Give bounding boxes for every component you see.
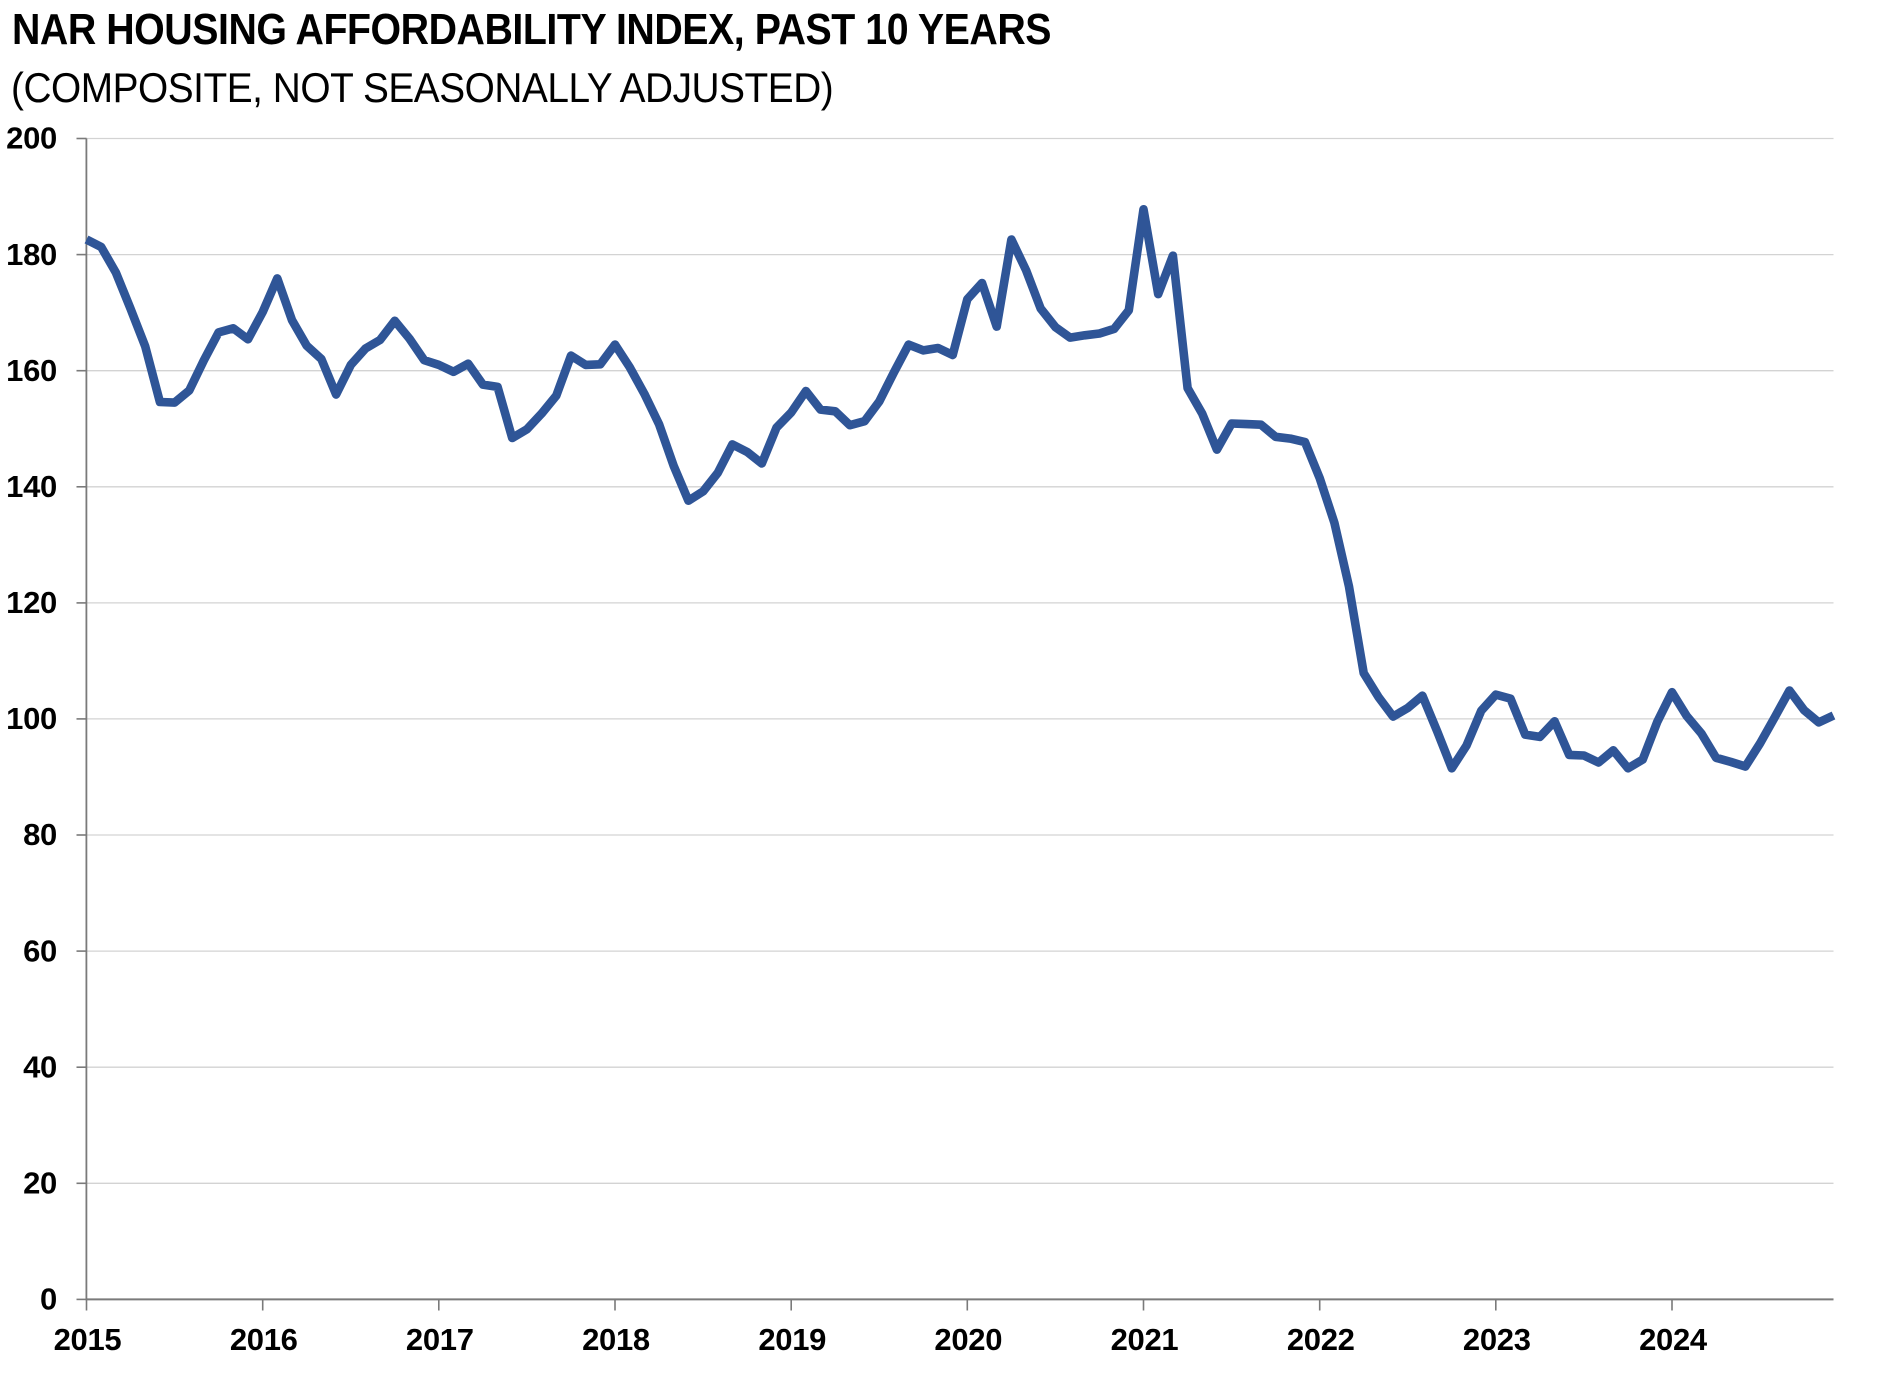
- svg-text:0: 0: [40, 1282, 57, 1317]
- svg-text:2017: 2017: [406, 1322, 474, 1357]
- svg-text:2024: 2024: [1639, 1322, 1708, 1357]
- svg-text:160: 160: [6, 353, 57, 388]
- svg-text:2021: 2021: [1111, 1322, 1179, 1357]
- svg-text:60: 60: [23, 933, 57, 968]
- svg-text:2019: 2019: [758, 1322, 826, 1357]
- svg-text:2015: 2015: [54, 1322, 122, 1357]
- svg-text:2022: 2022: [1287, 1322, 1355, 1357]
- svg-text:2016: 2016: [230, 1322, 298, 1357]
- svg-text:140: 140: [6, 469, 57, 504]
- svg-text:100: 100: [6, 701, 57, 736]
- svg-text:40: 40: [23, 1049, 57, 1084]
- svg-text:120: 120: [6, 585, 57, 620]
- svg-text:200: 200: [6, 121, 57, 156]
- svg-text:2023: 2023: [1463, 1322, 1531, 1357]
- svg-text:2020: 2020: [934, 1322, 1002, 1357]
- svg-text:20: 20: [23, 1166, 57, 1201]
- svg-text:80: 80: [23, 817, 57, 852]
- svg-text:180: 180: [6, 237, 57, 272]
- svg-text:2018: 2018: [582, 1322, 650, 1357]
